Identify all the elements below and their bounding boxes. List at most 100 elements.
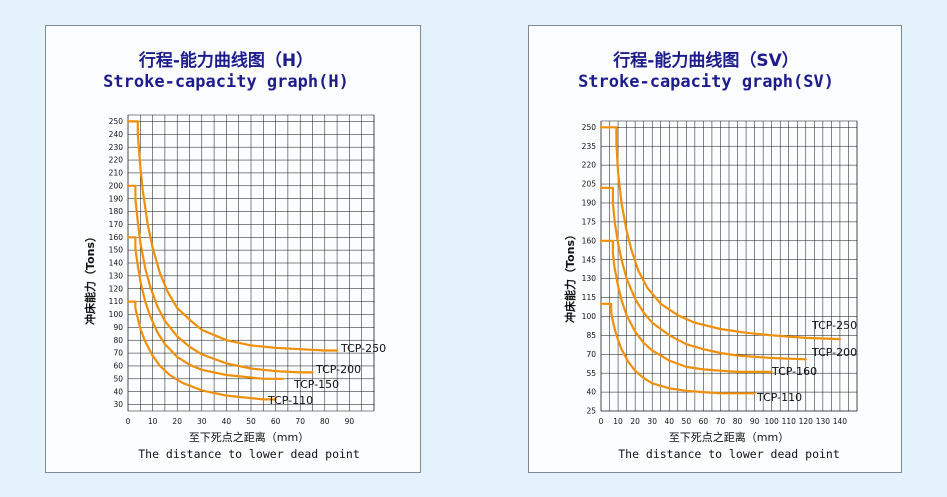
- y-tick-label: 210: [109, 169, 124, 178]
- x-tick-label: 80: [733, 417, 743, 426]
- y-tick-label: 115: [582, 293, 597, 302]
- y-tick-label: 190: [582, 199, 597, 208]
- series-line-tcp-200: [599, 186, 807, 361]
- y-tick-label: 100: [109, 310, 124, 319]
- series-label-tcp-160: TCP-160: [771, 365, 817, 378]
- y-tick-label: 90: [113, 323, 123, 332]
- series-curves: [599, 126, 841, 395]
- series-line-tcp-200: [126, 184, 314, 374]
- x-tick-label: 30: [647, 417, 657, 426]
- y-tick-label: 145: [582, 255, 597, 264]
- x-tick-label: 90: [750, 417, 760, 426]
- y-tick-label: 70: [113, 349, 123, 358]
- y-tick-label: 120: [109, 284, 124, 293]
- y-tick-label: 175: [582, 217, 597, 226]
- x-axis-label: 至下死点之距离（mm）: [669, 430, 789, 444]
- series-line-tcp-250: [126, 120, 339, 352]
- y-tick-label: 55: [586, 369, 596, 378]
- y-tick-label: 180: [109, 207, 124, 216]
- series-label-tcp-250: TCP-250: [811, 319, 857, 332]
- chart-title: 行程-能力曲线图（H）: [138, 50, 313, 71]
- chart-panel-sv: 行程-能力曲线图（SV） Stroke-capacity graph(SV) 2…: [528, 25, 902, 473]
- x-tick-label: 110: [782, 417, 797, 426]
- x-tick-labels: 0 10 20 30 40 50 60 70 80 90 100 110 120 130 140: [599, 417, 848, 426]
- series-label-tcp-250: TCP-250: [340, 342, 386, 355]
- y-tick-label: 40: [113, 387, 123, 396]
- y-tick-label: 190: [109, 194, 124, 203]
- chart-subtitle: Stroke-capacity graph(H): [103, 72, 349, 92]
- y-tick-label: 70: [586, 350, 596, 359]
- series-label-tcp-200: TCP-200: [315, 363, 361, 376]
- x-tick-label: 50: [246, 417, 256, 426]
- x-tick-label: 50: [682, 417, 692, 426]
- chart-svg-sv: 行程-能力曲线图（SV） Stroke-capacity graph(SV) 2…: [563, 50, 858, 461]
- series-label-tcp-200: TCP-200: [811, 346, 857, 359]
- series-label-tcp-110: TCP-110: [756, 391, 802, 404]
- y-tick-label: 25: [586, 407, 596, 416]
- series-label-tcp-110: TCP-110: [267, 394, 313, 407]
- y-tick-label: 235: [582, 142, 597, 151]
- x-tick-label: 30: [197, 417, 207, 426]
- y-tick-label: 160: [582, 236, 597, 245]
- series-line-tcp-250: [599, 126, 841, 341]
- y-tick-label: 140: [109, 259, 124, 268]
- y-tick-label: 80: [113, 336, 123, 345]
- x-tick-label: 130: [816, 417, 831, 426]
- x-tick-labels: 0 10 20 30 40 50 60 70 80 90: [126, 417, 355, 426]
- chart-svg-h: 行程-能力曲线图（H） Stroke-capacity graph(H) 30 4…: [83, 50, 386, 461]
- series-line-tcp-110: [126, 300, 277, 401]
- y-axis-label: 冲床能力（Tons）: [563, 229, 577, 323]
- y-tick-label: 240: [109, 130, 124, 139]
- y-tick-label: 205: [582, 180, 597, 189]
- series-labels: TCP-250 TCP-200 TCP-150 TCP-110: [267, 342, 386, 407]
- x-axis-label-en: The distance to lower dead point: [618, 447, 840, 461]
- grid: [127, 114, 375, 412]
- series-line-tcp-150: [126, 236, 285, 380]
- y-tick-label: 250: [109, 117, 124, 126]
- y-tick-label: 170: [109, 220, 124, 229]
- x-axis-label: 至下死点之距离（mm）: [189, 430, 309, 444]
- x-tick-label: 140: [833, 417, 848, 426]
- x-tick-label: 120: [799, 417, 814, 426]
- x-axis-label-en: The distance to lower dead point: [138, 447, 360, 461]
- x-tick-label: 70: [295, 417, 305, 426]
- y-axis-label: 冲床能力（Tons）: [83, 231, 97, 325]
- y-tick-label: 50: [113, 374, 123, 383]
- x-tick-label: 10: [613, 417, 623, 426]
- y-tick-label: 130: [109, 271, 124, 280]
- x-tick-label: 0: [599, 417, 604, 426]
- x-tick-label: 10: [148, 417, 158, 426]
- x-tick-label: 100: [765, 417, 780, 426]
- x-tick-label: 40: [664, 417, 674, 426]
- y-tick-label: 100: [582, 312, 597, 321]
- y-tick-label: 110: [109, 297, 124, 306]
- x-tick-label: 60: [699, 417, 709, 426]
- y-tick-label: 230: [109, 143, 124, 152]
- y-tick-label: 40: [586, 388, 596, 397]
- x-tick-label: 80: [320, 417, 330, 426]
- y-tick-label: 150: [109, 246, 124, 255]
- y-tick-labels: 30 40 50 60 70 80 90 100 110 120 130 140 150 160 170 18…: [109, 117, 124, 409]
- y-tick-label: 160: [109, 233, 124, 242]
- series-curves: [126, 120, 339, 401]
- chart-panel-h: 行程-能力曲线图（H） Stroke-capacity graph(H) 30 4…: [45, 25, 421, 473]
- y-tick-label: 60: [113, 362, 123, 371]
- grid: [600, 120, 858, 412]
- x-tick-label: 70: [716, 417, 726, 426]
- series-line-tcp-110: [599, 302, 756, 395]
- y-tick-label: 220: [109, 156, 124, 165]
- series-line-tcp-160: [599, 239, 773, 373]
- x-tick-label: 20: [630, 417, 640, 426]
- x-tick-label: 90: [345, 417, 355, 426]
- x-tick-label: 0: [126, 417, 131, 426]
- series-labels: TCP-250 TCP-200 TCP-160 TCP-110: [756, 319, 857, 404]
- y-tick-label: 200: [109, 181, 124, 190]
- chart-subtitle: Stroke-capacity graph(SV): [578, 72, 834, 92]
- y-tick-label: 220: [582, 161, 597, 170]
- x-tick-label: 60: [271, 417, 281, 426]
- y-tick-label: 30: [113, 400, 123, 409]
- y-tick-label: 130: [582, 274, 597, 283]
- y-tick-label: 250: [582, 123, 597, 132]
- x-tick-label: 40: [222, 417, 232, 426]
- y-tick-label: 85: [586, 331, 596, 340]
